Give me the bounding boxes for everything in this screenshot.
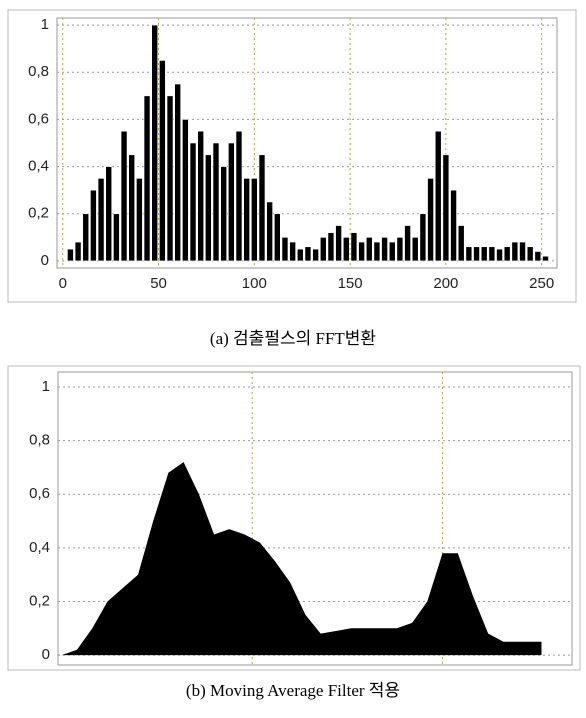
bar: [235, 130, 243, 262]
y-tick-label: 0: [41, 252, 49, 269]
y-tick-label: 0,4: [28, 158, 49, 175]
bar: [74, 241, 82, 262]
bar: [281, 237, 289, 262]
bar: [289, 241, 296, 262]
bar: [365, 237, 373, 262]
y-tick-label: 0: [42, 646, 50, 663]
y-tick-label: 0,6: [29, 485, 50, 502]
bar: [274, 213, 281, 262]
bar: [174, 83, 181, 262]
bar: [312, 248, 319, 262]
bar: [411, 237, 419, 262]
y-tick-label: 0,2: [28, 205, 49, 222]
bar: [450, 189, 457, 262]
bar: [465, 246, 473, 262]
x-tick-label: 100: [242, 275, 267, 292]
bar: [304, 246, 312, 262]
bar: [388, 241, 396, 262]
bar: [473, 246, 480, 262]
y-tick-label: 0,6: [28, 110, 49, 127]
bar: [212, 142, 220, 262]
bar: [251, 178, 258, 262]
bar: [534, 251, 542, 262]
bar: [151, 24, 159, 262]
bar: [381, 237, 388, 262]
bar: [404, 225, 411, 262]
bar: [480, 246, 488, 262]
bar: [97, 178, 105, 262]
caption: (b) Moving Average Filter 적용: [186, 681, 400, 700]
bar: [488, 246, 496, 262]
bar: [182, 119, 189, 262]
bar: [120, 130, 128, 262]
bar: [166, 95, 174, 262]
y-tick-label: 0,4: [29, 539, 50, 556]
bar: [419, 213, 427, 262]
bar: [342, 237, 350, 262]
bar: [143, 95, 151, 262]
bar: [67, 248, 74, 262]
bar: [128, 154, 136, 262]
bar: [136, 178, 143, 262]
bar: [189, 142, 197, 262]
bar: [258, 154, 266, 262]
bar: [542, 255, 549, 262]
bar: [82, 213, 90, 262]
bar: [220, 166, 227, 262]
bar: [105, 166, 113, 262]
bar: [496, 248, 503, 262]
x-tick-label: 0: [59, 275, 67, 292]
bar: [526, 246, 534, 262]
bar: [434, 130, 442, 262]
bar: [519, 241, 526, 262]
bar: [427, 178, 434, 262]
y-tick-label: 0,2: [29, 592, 50, 609]
x-tick-label: 50: [150, 275, 167, 292]
bar: [335, 225, 342, 262]
bar: [159, 60, 166, 262]
bar: [243, 178, 250, 262]
bar: [503, 246, 511, 262]
x-tick-label: 150: [338, 275, 363, 292]
bar: [205, 154, 212, 262]
y-tick-label: 1: [41, 16, 49, 33]
bar: [442, 154, 450, 262]
bar: [457, 225, 465, 262]
bar: [296, 248, 304, 262]
bar: [266, 201, 273, 262]
bar: [511, 241, 519, 262]
bar: [228, 142, 235, 262]
y-tick-label: 1: [42, 378, 50, 395]
bar: [327, 232, 335, 262]
bar: [90, 189, 97, 262]
x-tick-label: 250: [529, 275, 554, 292]
bar: [373, 241, 381, 262]
bar: [197, 130, 204, 262]
bar: [358, 241, 365, 262]
y-tick-label: 0,8: [29, 432, 50, 449]
y-tick-label: 0,8: [28, 63, 49, 80]
bar: [319, 237, 327, 262]
bar: [113, 213, 120, 262]
x-tick-label: 200: [433, 275, 458, 292]
bar: [396, 237, 404, 262]
bar: [350, 232, 358, 262]
area: [61, 462, 542, 656]
caption: (a) 검출펄스의 FFT변환: [210, 329, 376, 348]
